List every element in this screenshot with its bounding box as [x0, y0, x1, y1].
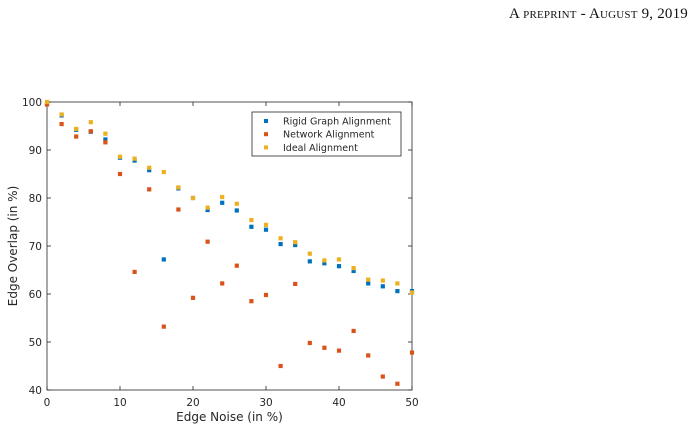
x-tick-label: 20: [186, 397, 199, 409]
data-point-series-2: [59, 112, 64, 117]
data-point-series-1: [161, 324, 166, 329]
x-tick-label: 40: [332, 397, 345, 409]
page-header: A preprint - August 9, 2019: [509, 6, 688, 23]
data-point-series-1: [190, 295, 196, 300]
data-point-series-0: [103, 137, 108, 142]
data-point-series-0: [220, 200, 225, 205]
data-point-series-1: [59, 121, 64, 127]
x-axis-label: Edge Noise (in %): [176, 410, 283, 424]
data-point-series-2: [380, 278, 385, 283]
legend-label-series-0: Rigid Graph Alignment: [283, 117, 391, 128]
data-point-series-2: [322, 258, 327, 263]
data-point-series-1: [234, 263, 239, 268]
data-point-series-1: [176, 207, 181, 212]
page-header-text: A preprint - August 9, 2019: [508, 6, 688, 22]
data-point-series-2: [336, 257, 342, 262]
data-point-series-1: [103, 140, 108, 145]
data-point-series-2: [117, 154, 123, 159]
data-points: [44, 99, 415, 386]
legend-label-series-2: Ideal Alignment: [283, 143, 358, 154]
x-tick-label: 10: [113, 397, 126, 409]
data-point-series-2: [366, 277, 371, 282]
legend-box: [251, 111, 402, 157]
y-axis-label: Edge Overlap (in %): [6, 186, 20, 307]
data-point-series-2: [147, 165, 152, 170]
y-tick-label: 60: [29, 289, 42, 301]
legend-marker-series-2: [264, 145, 268, 150]
data-point-series-1: [366, 353, 371, 358]
legend: Rigid Graph Alignment Network Alignment Id…: [251, 111, 402, 157]
data-point-series-1: [249, 299, 254, 304]
data-point-series-0: [205, 207, 210, 213]
data-point-series-0: [336, 264, 342, 269]
data-point-series-1: [263, 292, 269, 298]
data-point-series-0: [322, 261, 327, 266]
data-point-series-1: [88, 129, 93, 134]
data-point-series-0: [366, 281, 371, 286]
data-point-series-1: [44, 102, 50, 107]
x-tick-label: 30: [259, 397, 272, 409]
data-point-series-0: [307, 259, 312, 264]
data-point-series-1: [117, 171, 123, 177]
x-tick-label: 0: [44, 397, 51, 409]
data-point-series-2: [395, 281, 400, 286]
data-point-series-2: [74, 126, 79, 131]
y-tick-label: 100: [22, 97, 42, 109]
y-tick-label: 90: [29, 145, 42, 157]
data-point-series-2: [220, 194, 225, 200]
y-tick-label: 70: [29, 241, 42, 253]
data-point-series-1: [293, 281, 298, 287]
data-point-series-2: [293, 240, 298, 245]
data-point-series-2: [307, 251, 312, 256]
data-point-series-2: [176, 185, 181, 190]
data-point-series-0: [380, 284, 385, 289]
data-point-series-1: [220, 281, 225, 286]
data-point-series-2: [278, 236, 283, 241]
legend-label-series-1: Network Alignment: [283, 130, 375, 141]
data-point-series-2: [88, 120, 93, 125]
y-tick-label: 40: [29, 385, 42, 397]
data-point-series-1: [351, 328, 356, 334]
data-point-series-0: [161, 257, 166, 262]
data-point-series-1: [380, 374, 385, 379]
data-point-series-0: [351, 268, 356, 274]
data-point-series-0: [234, 208, 239, 213]
data-point-series-1: [307, 340, 312, 346]
data-point-series-1: [395, 381, 400, 386]
data-point-series-1: [322, 345, 327, 350]
data-point-series-2: [132, 156, 137, 161]
data-point-series-2: [409, 290, 415, 295]
data-point-series-0: [278, 241, 283, 247]
data-point-series-1: [409, 350, 415, 355]
data-point-series-0: [147, 168, 152, 173]
y-tick-label: 50: [29, 337, 42, 349]
data-point-series-0: [249, 224, 254, 229]
data-point-series-0: [395, 289, 400, 294]
axes: 0 10 20 30 40 50 40 50 60 70 80 90 100 Edge Noise (in…: [6, 97, 419, 424]
data-point-series-1: [205, 239, 210, 244]
data-point-series-2: [351, 265, 356, 271]
legend-marker-series-0: [264, 119, 268, 123]
data-point-series-1: [336, 348, 342, 353]
data-point-series-2: [44, 99, 50, 105]
data-point-series-2: [103, 131, 108, 136]
data-point-series-2: [249, 217, 254, 223]
y-tick-label: 80: [29, 193, 42, 205]
data-point-series-2: [263, 222, 269, 227]
data-point-series-1: [278, 363, 283, 369]
data-point-series-2: [190, 195, 196, 201]
data-point-series-1: [74, 134, 79, 139]
data-point-series-0: [263, 227, 269, 232]
data-point-series-2: [234, 201, 239, 206]
data-point-series-1: [147, 187, 152, 192]
legend-marker-series-1: [264, 132, 268, 137]
x-tick-label: 50: [405, 397, 418, 409]
data-point-series-2: [205, 205, 210, 210]
data-point-series-0: [293, 242, 298, 248]
data-point-series-1: [132, 269, 137, 275]
data-point-series-2: [161, 169, 166, 175]
